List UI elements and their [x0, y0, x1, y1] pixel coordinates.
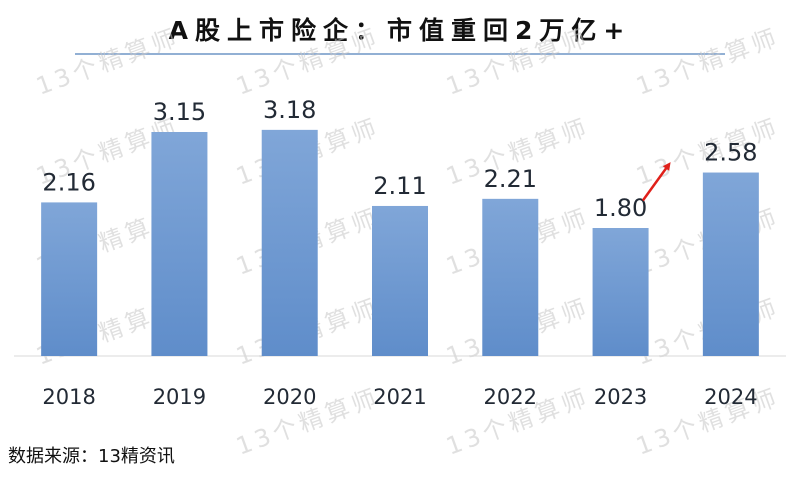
x-tick-label-2022: 2022 [484, 385, 537, 409]
bar-2018 [41, 202, 98, 356]
value-label-2019: 3.15 [153, 98, 206, 126]
bar-series [41, 129, 759, 356]
value-label-2023: 1.80 [594, 194, 647, 222]
red-arrow-annotation [641, 162, 671, 202]
bar-2020 [261, 129, 318, 356]
snowball-logo-icon [557, 445, 583, 471]
value-labels: 2.16 3.15 3.18 2.11 2.21 1.80 2.58 [42, 96, 757, 222]
bar-2021 [372, 205, 428, 356]
brand-text: 雪球：13个精算师 [590, 447, 767, 471]
x-tick-label-2019: 2019 [153, 385, 206, 409]
value-label-2022: 2.21 [484, 165, 537, 193]
chart-title: A股上市险企：市值重回2万亿+ [169, 16, 632, 45]
bar-2022 [482, 198, 539, 356]
x-axis-tick-labels: 2018 2019 2020 2021 2022 2023 2024 [42, 385, 757, 409]
value-label-2020: 3.18 [263, 96, 316, 124]
watermark-text: 13个精算师 [632, 23, 783, 101]
x-tick-label-2018: 2018 [42, 385, 95, 409]
bar-2024 [702, 172, 759, 356]
x-tick-label-2024: 2024 [704, 385, 757, 409]
bar-2023 [592, 228, 649, 356]
value-label-2018: 2.16 [42, 168, 95, 196]
x-tick-label-2023: 2023 [594, 385, 647, 409]
x-tick-label-2020: 2020 [263, 385, 316, 409]
x-tick-label-2021: 2021 [373, 385, 426, 409]
source-note: 数据来源：13精资讯 [8, 446, 175, 467]
watermark-text: 13个精算师 [32, 23, 183, 101]
brand-watermark: 雪球：13个精算师 [557, 445, 767, 471]
value-label-2024: 2.58 [704, 139, 757, 167]
value-label-2021: 2.11 [373, 172, 426, 200]
bar-2019 [151, 132, 208, 356]
